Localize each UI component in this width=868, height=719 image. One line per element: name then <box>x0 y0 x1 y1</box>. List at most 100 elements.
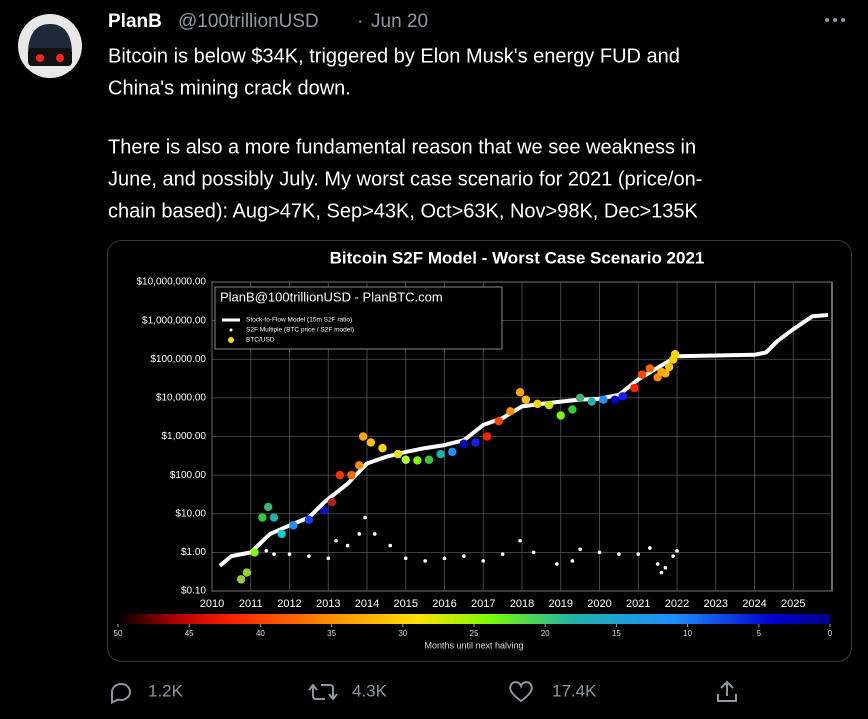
y-tick-label: $0.10 <box>181 586 206 597</box>
s2f-multiple-dot <box>345 543 350 548</box>
legend-box <box>214 286 503 350</box>
price-dot <box>618 392 627 401</box>
colorbar-tick-label: 45 <box>185 629 194 638</box>
s2f-multiple-dot <box>423 559 427 563</box>
colorbar-tick-label: 40 <box>256 629 265 638</box>
price-dot <box>482 432 492 441</box>
price-dot <box>355 461 364 470</box>
legend-swatch <box>228 337 234 343</box>
price-dot <box>320 506 329 515</box>
s2f-multiple-dot <box>617 552 621 556</box>
price-dot <box>327 497 337 507</box>
y-tick-label: $1,000,000.00 <box>142 315 206 326</box>
colorbar <box>118 614 830 624</box>
share-button[interactable] <box>717 680 737 702</box>
s2f-multiple-dot <box>264 548 269 553</box>
s2f-multiple-dot <box>287 552 292 556</box>
s2f-multiple-dot <box>372 532 377 536</box>
price-dot <box>236 575 246 584</box>
price-dot <box>436 449 445 459</box>
price-dot <box>610 395 620 404</box>
like-button[interactable] <box>509 681 533 703</box>
s2f-multiple-dot <box>500 552 505 556</box>
s2f-multiple-dot <box>334 538 338 543</box>
price-dot <box>358 432 368 441</box>
x-tick-label: 2023 <box>704 598 728 610</box>
colorbar-tick-label: 10 <box>683 629 692 638</box>
y-tick-label: $10,000,000.00 <box>136 277 206 288</box>
price-dot <box>599 395 608 404</box>
legend-label: BTC/USD <box>246 337 275 344</box>
y-tick-label: $1,000.00 <box>162 431 207 442</box>
price-dot <box>637 370 647 379</box>
s2f-multiple-dot <box>671 554 675 558</box>
colorbar-tick-label: 50 <box>114 629 123 638</box>
avatar[interactable] <box>18 14 82 78</box>
price-dot <box>366 438 376 447</box>
x-tick-label: 2010 <box>200 598 224 610</box>
price-dot <box>393 449 403 459</box>
s2f-multiple-dot <box>442 556 447 561</box>
x-tick-label: 2022 <box>665 598 689 610</box>
s2f-multiple-dot <box>648 546 652 550</box>
separator: · <box>357 11 363 32</box>
watermark: PlanB@100trillionUSD - PlanBTC.com <box>220 289 443 304</box>
x-tick-label: 2021 <box>626 598 650 610</box>
x-tick-label: 2025 <box>781 598 805 610</box>
price-dot <box>556 411 565 420</box>
price-dot <box>506 407 515 416</box>
price-dot <box>250 548 259 557</box>
price-dot <box>459 439 469 448</box>
price-dot <box>544 400 554 410</box>
legend-swatch <box>229 328 233 332</box>
y-tick-label: $100.00 <box>170 470 207 481</box>
price-dot <box>515 388 525 397</box>
reply-button[interactable] <box>110 682 131 705</box>
price-dot <box>448 447 457 457</box>
colorbar-tick-label: 25 <box>470 629 479 638</box>
y-tick-label: $10.00 <box>175 508 206 519</box>
price-dot <box>424 455 434 464</box>
tweet-text-line: China's mining crack down. <box>108 77 351 99</box>
s2f-multiple-dot <box>481 559 486 563</box>
x-tick-label: 2014 <box>355 598 379 610</box>
x-tick-label: 2020 <box>587 598 611 610</box>
colorbar-tick-label: 30 <box>398 629 407 638</box>
price-dot <box>471 438 480 447</box>
colorbar-tick-label: 5 <box>757 629 762 638</box>
s2f-multiple-dot <box>675 548 679 553</box>
price-dot <box>645 364 655 373</box>
legend-label: Stock-to-Flow Model (15m S2F ratio) <box>246 317 352 324</box>
price-dot <box>661 369 670 378</box>
reply-count: 1.2K <box>148 681 184 700</box>
colorbar-label: Months until next halving <box>424 640 523 650</box>
legend-label: S2F Multiple (BTC price / S2F model) <box>246 327 354 334</box>
s2f-multiple-dot <box>578 547 582 552</box>
price-dot <box>378 443 387 453</box>
price-dot <box>289 521 298 530</box>
s2f-multiple-dot <box>636 552 641 556</box>
colorbar-tick-label: 35 <box>327 629 336 638</box>
price-dot <box>258 513 267 522</box>
s2f-multiple-dot <box>597 550 602 555</box>
s2f-multiple-dot <box>326 556 331 561</box>
price-dot <box>494 416 503 426</box>
s2f-multiple-dot <box>555 562 559 566</box>
author-handle[interactable]: @100trillionUSD <box>178 11 319 32</box>
author-name[interactable]: PlanB <box>108 11 162 32</box>
retweet-button[interactable] <box>308 683 338 701</box>
y-tick-label: $10,000.00 <box>156 393 206 404</box>
price-dot <box>304 515 314 524</box>
x-tick-label: 2018 <box>510 598 534 610</box>
x-tick-label: 2015 <box>394 598 418 610</box>
retweet-count: 4.3K <box>352 681 388 700</box>
more-menu[interactable] <box>825 18 845 22</box>
tweet-text-line: chain based): Aug>47K, Sep>43K, Oct>63K,… <box>108 200 699 222</box>
s2f-multiple-dot <box>462 554 466 558</box>
colorbar-tick-label: 0 <box>828 629 833 638</box>
s2f-multiple-dot <box>357 532 362 536</box>
x-tick-label: 2017 <box>471 598 495 610</box>
tweet-date[interactable]: Jun 20 <box>371 11 428 32</box>
